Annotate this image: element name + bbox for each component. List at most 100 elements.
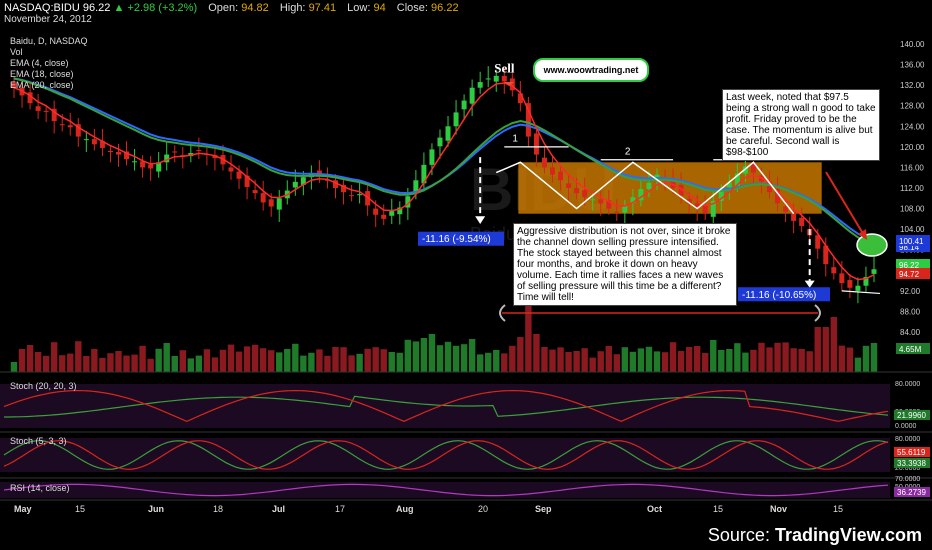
candle-body: [855, 285, 861, 291]
candle-body: [341, 184, 347, 193]
legend-symbol: Baidu, D, NASDAQ: [10, 36, 88, 46]
sell-label: Sell: [494, 60, 515, 75]
volume-bar: [251, 344, 259, 372]
source-brand: TradingView.com: [774, 525, 922, 545]
volume-bar: [468, 339, 476, 372]
volume-bar: [742, 352, 749, 372]
volume-bar: [219, 349, 227, 372]
candle-body: [678, 184, 684, 196]
volume-bar: [292, 343, 299, 372]
candle-body: [582, 190, 588, 198]
candle-body: [614, 211, 620, 213]
candle-body: [646, 182, 652, 190]
note-middle: Aggressive distribution is not over, sin…: [513, 223, 737, 306]
time-tick: Jun: [148, 504, 164, 514]
price-tag: [896, 259, 930, 270]
candle-body: [533, 133, 539, 155]
volume-bar: [637, 348, 645, 372]
price-tick: 84.00: [900, 328, 921, 337]
time-tick: Jul: [272, 504, 285, 514]
candle-body: [180, 155, 186, 157]
volume-bar: [476, 354, 484, 372]
candle-body: [252, 190, 258, 194]
legend-vol: Vol: [10, 47, 23, 57]
low-label: Low:: [347, 2, 371, 14]
ema18-line: [13, 77, 875, 246]
stoch1-line: [4, 395, 889, 418]
stoch2-value-1: 55.6119: [897, 448, 926, 457]
candle-body: [574, 188, 580, 194]
volume-bar: [613, 354, 621, 372]
volume-bar: [669, 342, 677, 372]
point-1-label: 1: [512, 134, 518, 145]
price-tick: 108.00: [900, 205, 925, 214]
volume-bar: [501, 353, 508, 372]
sell-arrow-icon: [504, 82, 515, 87]
candle-body: [461, 100, 467, 110]
volume-bar: [693, 346, 701, 372]
volume-bar: [131, 354, 138, 372]
candle-body: [742, 166, 748, 174]
volume-bar: [276, 352, 283, 372]
candle-body: [493, 75, 499, 82]
volume-bar: [645, 346, 653, 372]
candle-body: [156, 162, 162, 172]
price-tick: 132.00: [900, 81, 925, 90]
candle-body: [67, 125, 73, 128]
candle-body: [630, 197, 636, 203]
volume-bar: [653, 351, 661, 372]
volume-bar: [710, 340, 717, 372]
candle-body: [485, 78, 491, 80]
volume-bar: [444, 341, 452, 372]
candle-body: [300, 177, 306, 185]
rsi-value: 36.2739: [897, 488, 926, 497]
rsi-tag: [894, 487, 930, 497]
candle-body: [196, 149, 202, 151]
legend-ema20: EMA (20, close): [10, 80, 74, 90]
candle-body: [140, 161, 146, 168]
candle-body: [871, 269, 877, 274]
price-tag: [896, 235, 930, 246]
note-top: Last week, noted that $97.5 being a stro…: [722, 89, 880, 161]
candle-body: [59, 124, 65, 126]
candle-body: [525, 103, 531, 137]
volume-bar: [115, 351, 122, 372]
volume-bar: [332, 347, 339, 372]
volume-bar: [26, 345, 34, 372]
chart-date: November 24, 2012: [4, 14, 92, 25]
stoch2-line: [3, 440, 889, 470]
stoch1-title: Stoch (20, 20, 3): [10, 381, 77, 391]
volume-bar: [838, 345, 846, 372]
candle-body: [558, 171, 564, 181]
volume-bar: [123, 355, 130, 372]
volume-bar: [203, 349, 211, 372]
candle-body: [115, 152, 121, 155]
volume-bar: [107, 353, 114, 372]
volume-bar: [91, 349, 98, 372]
candle-body: [501, 75, 507, 82]
volume-bar: [155, 348, 162, 372]
volume-bar: [830, 317, 838, 372]
volume-bar: [396, 352, 403, 372]
volume-bar: [541, 347, 548, 372]
candle-body: [324, 179, 330, 181]
price-tick: 104.00: [900, 225, 925, 234]
candle-body: [373, 208, 379, 215]
volume-bar: [163, 343, 170, 372]
time-tick: Nov: [770, 504, 787, 514]
volume-bar: [195, 355, 203, 372]
candle-body: [35, 106, 41, 111]
price-tick: 92.00: [900, 287, 921, 296]
candle-body: [429, 149, 435, 165]
price-tag-label: 4.65M: [899, 345, 922, 354]
legend-ema18: EMA (18, close): [10, 69, 74, 79]
volume-bar: [758, 342, 765, 372]
price-tick: 116.00: [900, 163, 924, 172]
volume-bar: [581, 348, 588, 372]
arrow-head-icon: [858, 229, 867, 240]
stoch2-tag: [894, 447, 930, 457]
volume-bar: [364, 348, 371, 372]
price-tag: [896, 241, 930, 252]
candle-body: [863, 276, 869, 286]
